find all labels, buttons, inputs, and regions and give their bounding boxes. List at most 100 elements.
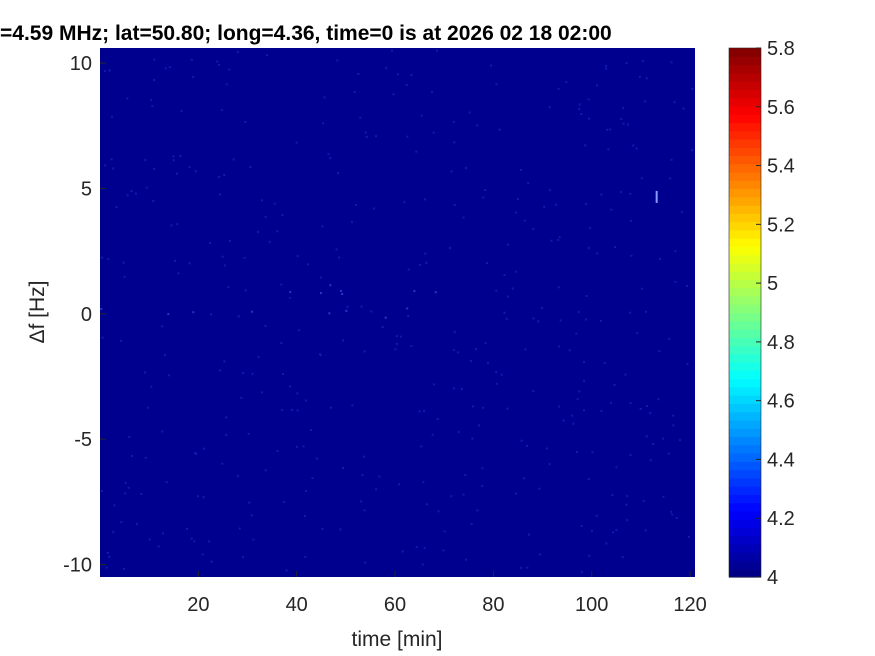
heatmap-cell bbox=[252, 538, 255, 541]
heatmap-cell bbox=[457, 351, 460, 354]
heatmap-cell bbox=[610, 401, 613, 404]
heatmap-cell bbox=[329, 157, 332, 160]
heatmap-cell bbox=[580, 525, 583, 527]
heatmap-cell bbox=[360, 305, 363, 308]
colorbar-cell bbox=[729, 386, 761, 396]
heatmap-cell bbox=[128, 436, 131, 438]
heatmap-cell bbox=[571, 414, 574, 417]
heatmap-cell bbox=[172, 155, 175, 158]
heatmap-cell bbox=[365, 135, 368, 138]
heatmap-cell bbox=[420, 445, 423, 448]
heatmap-cell bbox=[261, 199, 263, 202]
heatmap-cell bbox=[105, 566, 108, 569]
heatmap-cell bbox=[407, 268, 410, 271]
heatmap-cell bbox=[342, 467, 344, 469]
heatmap-cell bbox=[558, 405, 561, 408]
heatmap-cell bbox=[425, 261, 428, 264]
heatmap-cell bbox=[532, 317, 535, 320]
heatmap-cell bbox=[257, 356, 260, 359]
heatmap-cell bbox=[221, 255, 224, 258]
heatmap-cell bbox=[124, 481, 127, 484]
heatmap-cell bbox=[216, 60, 219, 63]
heatmap-cell bbox=[470, 523, 473, 525]
colorbar-cell bbox=[729, 97, 761, 107]
colorbar-cell bbox=[729, 329, 761, 338]
heatmap-cell bbox=[680, 210, 683, 213]
colorbar-cell bbox=[729, 64, 761, 74]
heatmap-cell bbox=[613, 384, 616, 386]
heatmap-cell bbox=[603, 361, 606, 364]
heatmap-cell bbox=[217, 176, 220, 178]
heatmap-cell bbox=[548, 106, 551, 109]
heatmap-cell bbox=[228, 68, 231, 71]
heatmap-cell bbox=[524, 348, 527, 351]
heatmap-cell bbox=[658, 350, 661, 353]
heatmap-cell bbox=[615, 466, 618, 469]
heatmap-cell bbox=[425, 503, 428, 506]
heatmap-cell bbox=[193, 540, 196, 543]
heatmap-cell bbox=[167, 313, 170, 316]
heatmap-cell bbox=[106, 551, 109, 554]
heatmap-cell bbox=[565, 81, 568, 84]
heatmap-cell bbox=[126, 194, 129, 197]
heatmap-cell bbox=[453, 331, 456, 334]
heatmap-cell bbox=[323, 96, 326, 99]
heatmap-cell bbox=[266, 54, 268, 57]
heatmap-cell bbox=[587, 247, 590, 249]
heatmap-cell bbox=[517, 198, 519, 200]
heatmap-cell bbox=[172, 159, 175, 162]
heatmap-cell bbox=[506, 407, 509, 410]
heatmap-cell bbox=[557, 87, 560, 90]
heatmap-cell bbox=[450, 495, 453, 498]
heatmap-cell bbox=[345, 309, 348, 312]
colorbar: 4 4.2 4.4 4.6 4.8 5 5.2 5.4 5.6 5.8 bbox=[728, 38, 795, 589]
colorbar-cell bbox=[729, 436, 761, 446]
heatmap-cell bbox=[481, 484, 484, 487]
colorbar-cell bbox=[729, 246, 761, 256]
heatmap-cell bbox=[596, 84, 598, 87]
heatmap-cell bbox=[242, 372, 245, 374]
heatmap-cell bbox=[619, 191, 622, 194]
colorbar-cell bbox=[729, 271, 761, 281]
heatmap-cell bbox=[188, 262, 191, 265]
colorbar-cell bbox=[729, 502, 761, 512]
heatmap-cell bbox=[612, 531, 615, 534]
heatmap-cell bbox=[537, 320, 540, 323]
heatmap-cell bbox=[221, 462, 224, 465]
heatmap-cell bbox=[328, 312, 331, 315]
heatmap-cell bbox=[339, 528, 342, 531]
heatmap-cell bbox=[543, 205, 546, 208]
heatmap-cell bbox=[462, 216, 465, 219]
heatmap-cell bbox=[691, 149, 694, 152]
heatmap-cell bbox=[575, 451, 578, 453]
colorbar-cell bbox=[729, 494, 761, 504]
heatmap-cell bbox=[229, 239, 231, 242]
heatmap-cell bbox=[144, 371, 147, 374]
heatmap-cell bbox=[641, 60, 644, 63]
heatmap-cell bbox=[476, 124, 479, 127]
heatmap-cell bbox=[667, 452, 670, 455]
heatmap-cell bbox=[311, 477, 314, 479]
heatmap-cell bbox=[104, 164, 107, 167]
heatmap-cell bbox=[500, 373, 503, 376]
heatmap-cell bbox=[174, 259, 177, 262]
colorbar-cell bbox=[729, 147, 761, 157]
heatmap-cell bbox=[244, 120, 247, 123]
heatmap-cell bbox=[295, 141, 298, 144]
colorbar-tick-label: 5 bbox=[767, 273, 778, 295]
axes: 20 40 60 80 100 120 -10 -5 0 5 10 bbox=[63, 53, 707, 616]
colorbar-cell bbox=[729, 262, 761, 272]
heatmap-cell bbox=[605, 65, 607, 68]
heatmap-cell bbox=[340, 290, 343, 292]
heatmap-cell bbox=[464, 167, 467, 169]
heatmap-cell bbox=[432, 131, 435, 134]
heatmap-cell bbox=[249, 166, 252, 168]
heatmap-cell bbox=[622, 106, 625, 109]
y-tick-label: -10 bbox=[63, 554, 92, 576]
heatmap-cell bbox=[474, 348, 477, 351]
heatmap-cell bbox=[614, 246, 617, 248]
heatmap-cell bbox=[590, 530, 593, 533]
heatmap-cell bbox=[123, 568, 125, 571]
heatmap-cell bbox=[424, 198, 427, 201]
heatmap-cell bbox=[242, 556, 245, 559]
